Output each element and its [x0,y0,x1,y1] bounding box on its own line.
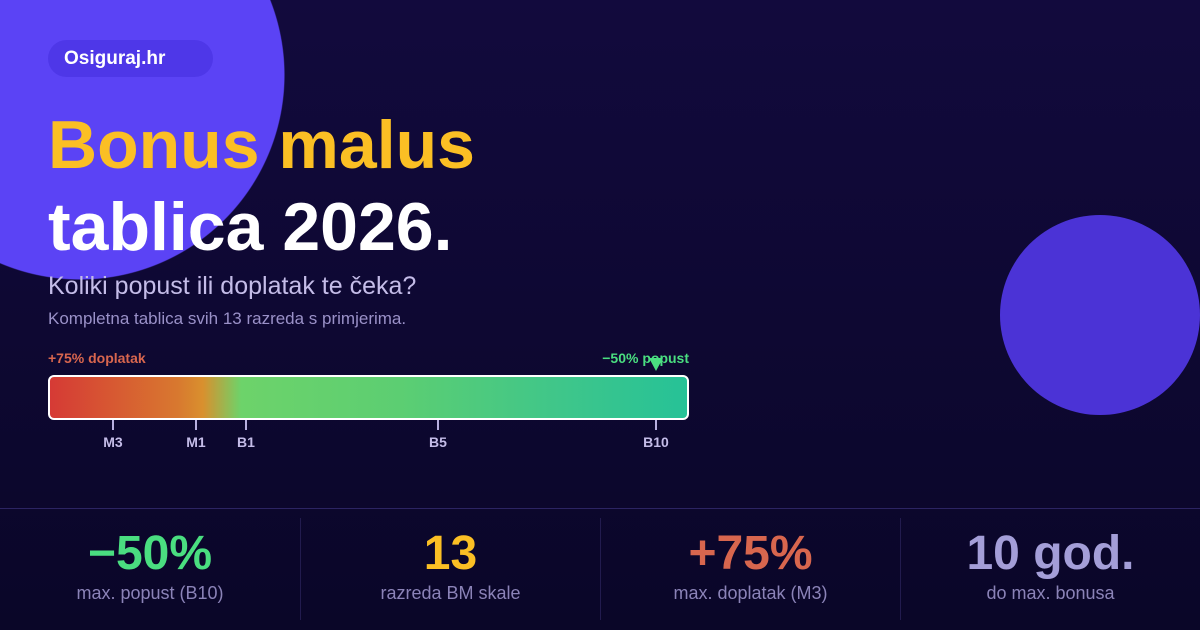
bonus-malus-gradient-bar [48,375,689,420]
scale-left-label: +75% doplatak [48,350,146,366]
stat-years: 10 god. do max. bonusa [900,518,1200,620]
tick-b5 [437,420,439,430]
title-line-1: Bonus malus [48,107,475,183]
tick-label: B1 [237,434,255,450]
stat-value: +75% [688,527,813,580]
stat-value: 13 [423,527,478,580]
stat-label: max. popust (B10) [76,583,224,603]
stat-label: razreda BM skale [380,583,521,603]
scale-right-label: −50% popust [602,350,689,366]
tick-label: M1 [186,434,206,450]
tick-label: B5 [429,434,447,450]
tick-b10 [655,420,657,430]
tick-label: M3 [103,434,123,450]
tick-m1 [195,420,197,430]
stat-label: do max. bonusa [986,583,1115,603]
stat-value: −50% [87,527,213,580]
stat-max-surcharge: +75% max. doplatak (M3) [600,518,900,620]
stat-label: max. doplatak (M3) [673,583,828,603]
marker-triangle-icon [649,358,663,371]
decor-circle-right [1000,215,1200,415]
tick-label: B10 [643,434,669,450]
subtitle: Koliki popust ili doplatak te čeka? [48,272,417,300]
stat-classes: 13 razreda BM skale [300,518,600,620]
divider [0,508,1200,509]
brand-badge[interactable]: Osiguraj.hr [48,40,213,77]
stat-max-discount: −50% max. popust (B10) [0,518,300,620]
description: Kompletna tablica svih 13 razreda s prim… [48,309,407,328]
stat-value: 10 god. [966,527,1135,580]
title-line-2: tablica 2026. [48,189,453,265]
tick-b1 [245,420,247,430]
tick-m3 [112,420,114,430]
